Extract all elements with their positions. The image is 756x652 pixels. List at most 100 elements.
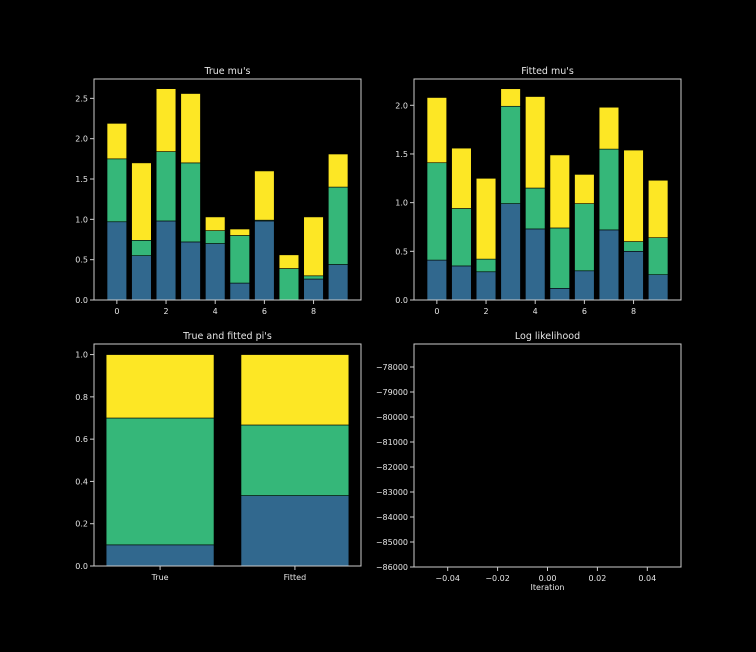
x-tick-label: 0.02 <box>589 574 607 583</box>
subplot-2: True Fitted 0.0 0.2 0.4 0.6 0.8 1.0 True and fit… <box>75 331 362 582</box>
chart-title: True and fitted pi's <box>182 331 272 342</box>
bar-segment <box>303 278 324 301</box>
bar-segment <box>205 230 226 244</box>
y-tick-label: −81000 <box>376 438 408 447</box>
x-tick-label: 0.00 <box>539 574 557 583</box>
bar-segment <box>500 105 521 204</box>
bar-segment <box>574 174 595 204</box>
bar-segment <box>131 255 152 301</box>
bar-segment <box>525 228 546 301</box>
bar-segment <box>623 241 644 252</box>
bar-segment <box>328 186 349 265</box>
bar-segment <box>549 154 570 229</box>
bar-segment <box>278 254 300 269</box>
bar-segment <box>180 93 201 164</box>
bar-segment <box>426 259 447 301</box>
axes-frame <box>93 343 362 567</box>
bar-segment <box>500 88 521 107</box>
y-tick-label: 0.5 <box>75 256 88 265</box>
y-tick-label: 0.4 <box>75 477 88 486</box>
bar-segment <box>525 96 546 189</box>
chart-title: True mu's <box>203 66 250 77</box>
bar-segment <box>426 162 447 261</box>
x-axis-label: Iteration <box>531 583 565 592</box>
y-tick-label: 1.0 <box>75 351 88 360</box>
y-tick-label: −78000 <box>376 363 408 372</box>
bar-segment <box>205 243 226 301</box>
x-tick-label: 2 <box>483 307 488 316</box>
x-tick-label: 8 <box>311 307 316 316</box>
bar-segment <box>205 216 226 231</box>
y-tick-label: 0.6 <box>75 435 88 444</box>
bar-segment <box>451 265 472 301</box>
x-tick-label: 6 <box>262 307 267 316</box>
x-tick-label: 8 <box>631 307 636 316</box>
bar-segment <box>475 258 497 273</box>
x-tick-label: True <box>151 573 169 582</box>
x-tick-label: 4 <box>533 307 538 316</box>
y-tick-label: 1.5 <box>75 175 88 184</box>
y-tick-label: −83000 <box>376 488 408 497</box>
y-tick-label: 0.0 <box>395 296 408 305</box>
bar-segment <box>229 282 250 301</box>
bar-segment <box>131 240 152 256</box>
bar-segment <box>574 203 595 272</box>
y-tick-label: 0.0 <box>75 296 88 305</box>
y-tick-label: 2.5 <box>75 94 88 103</box>
y-tick-label: 0.0 <box>75 562 88 571</box>
bar-segment <box>240 495 350 567</box>
bar-segment <box>475 271 497 301</box>
bar-segment <box>229 235 250 284</box>
y-tick-label: −80000 <box>376 413 408 422</box>
bar-segment <box>180 162 201 243</box>
subplot-3: −0.04 −0.02 0.00 0.02 0.04 −86000 −85000 −84000… <box>376 331 682 592</box>
bar-segment <box>549 288 570 301</box>
bar-segment <box>475 178 497 260</box>
subplot-1: 0 2 4 6 8 0.0 0.5 1.0 1.5 2.0 Fitted mu's <box>395 66 682 316</box>
y-tick-label: −84000 <box>376 513 408 522</box>
bar-segment <box>106 221 127 301</box>
bar-segment <box>180 241 201 301</box>
chart-title: Log likelihood <box>515 331 580 342</box>
y-tick-label: 0.5 <box>395 247 408 256</box>
axes-frame <box>413 343 682 568</box>
y-tick-label: 2.0 <box>395 101 408 110</box>
axes-frame <box>93 78 362 301</box>
y-tick-label: 2.0 <box>75 135 88 144</box>
bar-segment <box>240 424 350 496</box>
bar-segment <box>254 170 275 221</box>
x-tick-label: −0.02 <box>485 574 510 583</box>
bar-segment <box>131 162 152 241</box>
y-tick-label: 0.8 <box>75 393 88 402</box>
y-tick-label: 1.5 <box>395 150 408 159</box>
x-tick-label: Fitted <box>284 573 307 582</box>
y-tick-label: 1.0 <box>395 199 408 208</box>
bar-segment <box>623 149 644 242</box>
bar-segment <box>303 216 324 277</box>
bar-segment <box>525 187 546 230</box>
bar-segment <box>105 544 215 567</box>
x-tick-label: −0.04 <box>435 574 460 583</box>
bar-segment <box>598 148 620 231</box>
bar-segment <box>106 158 127 223</box>
x-tick-label: 4 <box>213 307 218 316</box>
bar-segment <box>105 417 215 546</box>
x-tick-label: 0 <box>434 307 439 316</box>
bar-segment <box>328 153 349 188</box>
bar-segment <box>500 203 521 301</box>
axes-frame <box>413 78 682 301</box>
bar-segment <box>278 268 300 301</box>
y-tick-label: 1.0 <box>75 215 88 224</box>
bar-segment <box>328 264 349 301</box>
x-tick-label: 0.04 <box>638 574 656 583</box>
x-tick-label: 2 <box>163 307 168 316</box>
y-tick-label: 0.2 <box>75 520 88 529</box>
bar-segment <box>240 354 350 426</box>
bar-segment <box>598 229 620 301</box>
bar-segment <box>648 237 669 275</box>
y-tick-label: −85000 <box>376 538 408 547</box>
bar-segment <box>623 251 644 301</box>
bar-segment <box>155 151 177 222</box>
y-tick-label: −79000 <box>376 388 408 397</box>
